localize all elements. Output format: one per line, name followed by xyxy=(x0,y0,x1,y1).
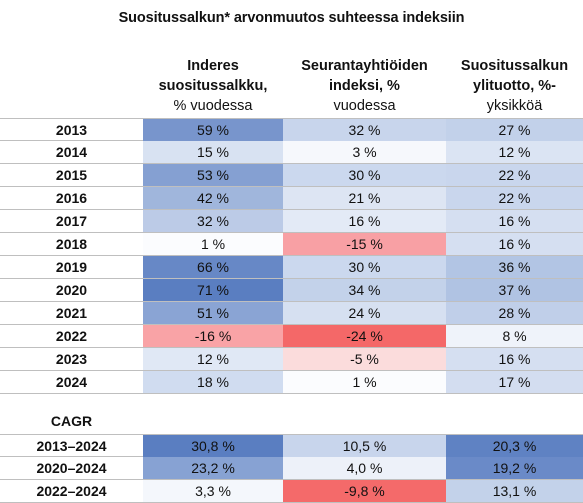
year-row-label: 2013 xyxy=(55,122,88,138)
year-row: 2019 66 % 30 % 36 % xyxy=(0,256,583,279)
year-row: 2024 18 % 1 % 17 % xyxy=(0,371,583,394)
column-header-line: indeksi, % xyxy=(329,78,400,94)
cagr-row-label: 2013–2024 xyxy=(36,438,107,454)
year-row: 2021 51 % 24 % 28 % xyxy=(0,302,583,325)
year-row: 2013 59 % 32 % 27 % xyxy=(0,118,583,141)
year-cell: 1 % xyxy=(283,371,446,393)
cagr-cell: 20,3 % xyxy=(446,435,583,457)
cagr-heading: CAGR xyxy=(50,413,93,429)
year-row-label: 2016 xyxy=(55,190,88,206)
year-cell: 30 % xyxy=(283,164,446,186)
column-header-line: suositussalkku, xyxy=(158,78,268,94)
year-cell: 36 % xyxy=(446,256,583,278)
year-row-label: 2023 xyxy=(55,351,88,367)
year-cell: 28 % xyxy=(446,302,583,324)
year-row: 2020 71 % 34 % 37 % xyxy=(0,279,583,302)
year-cell: 71 % xyxy=(143,279,283,301)
table-title: Suositussalkun* arvonmuutos suhteessa in… xyxy=(118,10,465,26)
column-header-line: yksikköä xyxy=(486,98,543,114)
year-cell: 16 % xyxy=(283,210,446,232)
cagr-cell: 30,8 % xyxy=(143,435,283,457)
cagr-row: 2013–2024 30,8 % 10,5 % 20,3 % xyxy=(0,434,583,457)
cagr-cell: -9,8 % xyxy=(283,480,446,502)
cagr-row-label: 2020–2024 xyxy=(36,460,107,476)
year-cell: 12 % xyxy=(143,348,283,370)
column-header-line: Inderes xyxy=(187,58,239,74)
column-header-line: ylituotto, %- xyxy=(473,78,556,94)
year-cell: 59 % xyxy=(143,119,283,141)
year-row-label: 2022 xyxy=(55,328,88,344)
year-row: 2014 15 % 3 % 12 % xyxy=(0,141,583,164)
year-cell: 21 % xyxy=(283,187,446,209)
year-cell: 34 % xyxy=(283,279,446,301)
year-cell: 17 % xyxy=(446,371,583,393)
cagr-row: 2022–2024 3,3 % -9,8 % 13,1 % xyxy=(0,480,583,503)
year-cell: 8 % xyxy=(446,325,583,347)
year-cell: 15 % xyxy=(143,141,283,163)
year-cell: 22 % xyxy=(446,164,583,186)
year-cell: 51 % xyxy=(143,302,283,324)
year-cell: -24 % xyxy=(283,325,446,347)
column-header-excess-return: Suositussalkun ylituotto, %- yksikköä xyxy=(446,56,583,116)
year-row-label: 2021 xyxy=(55,305,88,321)
year-cell: 16 % xyxy=(446,348,583,370)
column-header-portfolio: Inderes suositussalkku, % vuodessa xyxy=(143,56,283,116)
year-cell: 24 % xyxy=(283,302,446,324)
cagr-row-label: 2022–2024 xyxy=(36,483,107,499)
year-cell: -5 % xyxy=(283,348,446,370)
year-cell: -16 % xyxy=(143,325,283,347)
year-cell: -15 % xyxy=(283,233,446,255)
year-cell: 53 % xyxy=(143,164,283,186)
year-row: 2016 42 % 21 % 22 % xyxy=(0,187,583,210)
year-cell: 66 % xyxy=(143,256,283,278)
cagr-cell: 23,2 % xyxy=(143,457,283,479)
year-cell: 16 % xyxy=(446,233,583,255)
column-header-index: Seurantayhtiöiden indeksi, % vuodessa xyxy=(283,56,446,116)
cagr-cell: 3,3 % xyxy=(143,480,283,502)
year-row-label: 2017 xyxy=(55,213,88,229)
year-row-label: 2024 xyxy=(55,374,88,390)
year-cell: 12 % xyxy=(446,141,583,163)
year-row: 2022 -16 % -24 % 8 % xyxy=(0,325,583,348)
cagr-cell: 19,2 % xyxy=(446,457,583,479)
year-row: 2023 12 % -5 % 16 % xyxy=(0,348,583,371)
year-cell: 3 % xyxy=(283,141,446,163)
year-cell: 16 % xyxy=(446,210,583,232)
year-row-label: 2015 xyxy=(55,167,88,183)
year-row: 2017 32 % 16 % 16 % xyxy=(0,210,583,233)
cagr-row: 2020–2024 23,2 % 4,0 % 19,2 % xyxy=(0,457,583,480)
year-row: 2015 53 % 30 % 22 % xyxy=(0,164,583,187)
year-cell: 22 % xyxy=(446,187,583,209)
year-cell: 27 % xyxy=(446,119,583,141)
year-cell: 18 % xyxy=(143,371,283,393)
year-cell: 1 % xyxy=(143,233,283,255)
year-row-label: 2018 xyxy=(55,236,88,252)
column-header-line: Seurantayhtiöiden xyxy=(301,58,428,74)
cagr-cell: 10,5 % xyxy=(283,435,446,457)
year-row-label: 2014 xyxy=(55,144,88,160)
column-header-line: % vuodessa xyxy=(173,98,253,114)
year-row-label: 2020 xyxy=(55,282,88,298)
year-cell: 37 % xyxy=(446,279,583,301)
cagr-cell: 13,1 % xyxy=(446,480,583,502)
year-cell: 32 % xyxy=(283,119,446,141)
year-cell: 30 % xyxy=(283,256,446,278)
year-cell: 32 % xyxy=(143,210,283,232)
year-row: 2018 1 % -15 % 16 % xyxy=(0,233,583,256)
column-header-line: vuodessa xyxy=(333,98,396,114)
cagr-cell: 4,0 % xyxy=(283,457,446,479)
column-header-line: Suositussalkun xyxy=(460,58,569,74)
year-row-label: 2019 xyxy=(55,259,88,275)
year-cell: 42 % xyxy=(143,187,283,209)
